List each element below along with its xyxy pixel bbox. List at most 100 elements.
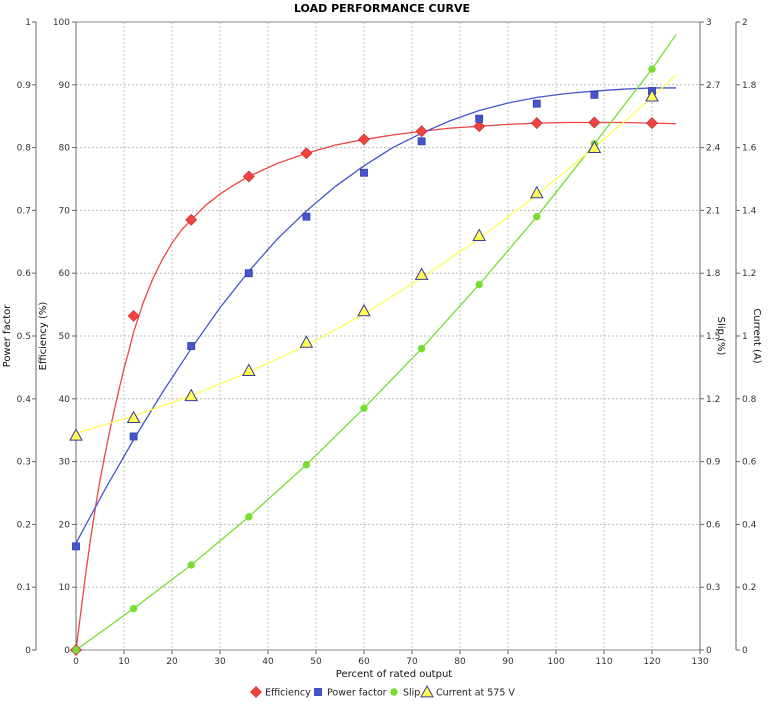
legend: Efficiency Power factor Slip Current at 575… [250,684,515,699]
slip-tick-label: 0.6 [706,520,721,530]
current-axis-label: Current (A) [751,308,762,363]
power-factor-data-point [187,342,196,350]
legend-efficiency-marker [250,686,262,698]
current-at-575-v-data-point [472,228,487,241]
efficiency-data-point [185,213,198,226]
efficiency-tick-label: 70 [59,206,71,216]
slip-axis-label: Slip (%) [715,317,726,356]
current-at-575-v-data-point [357,303,371,317]
slip-data-point [648,65,656,73]
power-factor-tick-label: 0.3 [17,458,31,468]
legend-power-factor-marker [314,688,322,696]
efficiency-tick-label: 90 [59,81,71,91]
current-tick-label: 1.8 [742,81,757,91]
slip-tick-label: 2.4 [706,144,721,154]
current-tick-label: 0.4 [742,520,757,530]
slip-data-point [417,344,426,353]
slip-tick-label: 1.5 [706,332,720,342]
x-tick-label: 50 [310,657,322,667]
efficiency-data-point [242,170,255,183]
slip-data-point [187,561,195,569]
series-curves [75,34,677,651]
current-tick-label: 1.6 [742,144,757,154]
slip-data-point [475,280,483,289]
efficiency-tick-label: 0 [64,646,70,656]
power-factor-axis-label: Power factor [2,304,13,368]
x-tick-label: 90 [502,657,514,667]
efficiency-axis-label: Efficiency (%) [38,302,49,371]
current-at-575-v-data-point [241,363,256,376]
power-factor-tick-label: 0.9 [17,81,32,91]
x-axis-label: Percent of rated output [336,669,453,680]
current-tick-label: 2 [742,18,748,28]
x-tick-label: 20 [166,657,178,667]
current-at-575-v-data-point [184,388,199,402]
power-factor-tick-label: 0.8 [17,144,32,154]
slip-data-point [533,212,541,221]
efficiency-tick-label: 60 [59,269,71,279]
efficiency-data-point [415,125,428,138]
efficiency-data-point [300,147,313,160]
slip-tick-label: 2.1 [706,206,720,216]
efficiency-tick-label: 20 [59,520,71,530]
x-tick-label: 10 [118,657,130,667]
efficiency-data-point [473,120,486,133]
power-factor-data-point [475,114,484,123]
slip-curve [75,34,677,651]
current-tick-label: 1 [742,332,748,342]
efficiency-data-point [127,309,140,322]
slip-data-point [129,604,138,613]
current-tick-label: 0.6 [742,458,757,468]
current-at-575-v-data-point [529,185,544,199]
chart-title: LOAD PERFORMANCE CURVE [294,2,470,15]
power-factor-tick-label: 0.2 [17,520,31,530]
efficiency-data-point [646,117,658,130]
power-factor-tick-label: 1 [25,18,31,28]
current-at-575-v-data-point [299,335,314,348]
slip-data-point [360,404,368,412]
current-at-575-v-curve [75,74,677,434]
efficiency-tick-label: 80 [59,144,71,154]
legend-current-at-575-v-label: Current at 575 V [436,688,515,699]
efficiency-data-point [530,117,543,130]
slip-tick-label: 1.8 [706,269,721,279]
power-factor-data-point [244,269,253,278]
x-tick-label: 110 [595,657,612,667]
power-factor-tick-label: 0.5 [17,332,31,342]
power-factor-tick-label: 0.1 [17,583,31,593]
legend-current-at-575-v-marker [420,684,434,698]
slip-data-point [245,513,253,521]
axes: 0 10 20 30 40 50 60 70 80 90 100 110 120 13000.10.20.… [17,18,757,667]
current-at-575-v-data-point [587,140,602,154]
legend-slip-label: Slip [403,688,420,699]
legend-slip-marker [390,688,398,696]
slip-tick-label: 3 [706,18,712,28]
x-tick-label: 120 [643,657,660,667]
efficiency-tick-label: 30 [59,458,71,468]
x-tick-label: 80 [454,657,466,667]
slip-tick-label: 0 [706,646,712,656]
power-factor-curve [75,87,676,544]
current-tick-label: 0 [742,646,748,656]
x-tick-label: 30 [214,657,226,667]
efficiency-data-point [588,116,601,129]
x-tick-label: 0 [73,657,79,667]
efficiency-tick-label: 40 [59,395,71,405]
power-factor-data-point [590,90,599,99]
series-markers [69,65,659,656]
slip-data-point [72,646,80,654]
x-tick-label: 60 [358,657,370,667]
slip-tick-label: 0.3 [706,583,720,593]
x-tick-label: 100 [547,657,564,667]
slip-data-point [302,461,311,469]
legend-efficiency-label: Efficiency [265,688,311,699]
current-at-575-v-data-point [126,410,141,424]
power-factor-data-point [360,168,368,177]
power-factor-tick-label: 0 [25,646,31,656]
current-at-575-v-data-point [414,267,429,280]
legend-power-factor-label: Power factor [327,688,387,699]
efficiency-data-point [358,133,370,146]
current-tick-label: 1.2 [742,269,756,279]
efficiency-tick-label: 100 [53,18,70,28]
x-tick-label: 40 [262,657,274,667]
